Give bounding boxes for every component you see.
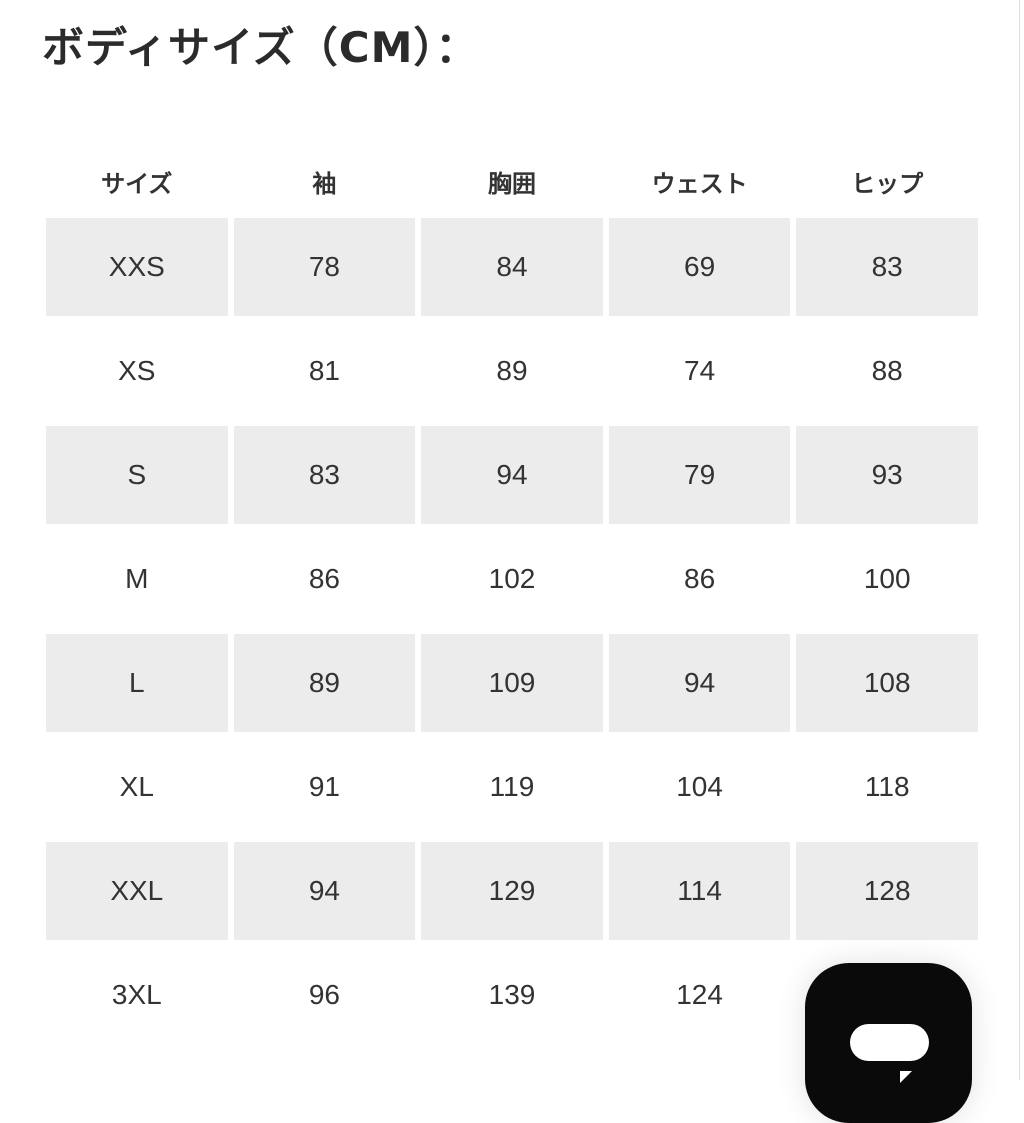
- cell-sleeve: 94: [233, 842, 416, 940]
- chat-bubble-icon: [850, 1024, 929, 1061]
- cell-sleeve: 81: [308, 355, 340, 386]
- header-waist: ウェスト: [651, 169, 748, 198]
- table-row: M 86 102 86 100: [46, 530, 978, 628]
- cell-size: XS: [118, 355, 156, 386]
- cell-waist: 114: [608, 842, 791, 940]
- cell-waist: 94: [608, 634, 791, 732]
- cell-chest: 84: [421, 218, 603, 316]
- table-row: XXS 78 84 69 83: [46, 218, 978, 316]
- page-edge-divider: [1019, 0, 1020, 1080]
- cell-hip: 88: [871, 355, 903, 386]
- cell-chest: 119: [489, 771, 535, 802]
- cell-size: M: [125, 563, 149, 594]
- cell-size: S: [46, 426, 228, 524]
- cell-sleeve: 78: [233, 218, 416, 316]
- header-hip: ヒップ: [851, 169, 924, 198]
- cell-hip: 100: [863, 563, 911, 594]
- cell-hip: 83: [796, 218, 978, 316]
- cell-chest: 129: [421, 842, 603, 940]
- header-sleeve: 袖: [312, 169, 337, 198]
- cell-waist: 74: [684, 355, 716, 386]
- cell-waist: 86: [684, 563, 716, 594]
- cell-waist: 124: [676, 979, 723, 1010]
- table-row: L 89 109 94 108: [46, 634, 978, 732]
- cell-sleeve: 96: [308, 979, 340, 1010]
- header-size: サイズ: [101, 169, 173, 198]
- cell-chest: 89: [496, 355, 528, 386]
- cell-chest: 109: [421, 634, 603, 732]
- cell-waist: 104: [676, 771, 723, 802]
- cell-hip: 128: [796, 842, 978, 940]
- cell-size: XXS: [46, 218, 228, 316]
- cell-sleeve: 89: [233, 634, 416, 732]
- cell-sleeve: 91: [308, 771, 340, 802]
- cell-hip: 108: [796, 634, 978, 732]
- cell-size: XXL: [46, 842, 228, 940]
- cell-hip: 118: [864, 771, 910, 802]
- chat-button[interactable]: [805, 963, 972, 1123]
- header-chest: 胸囲: [487, 169, 536, 198]
- cell-sleeve: 86: [308, 563, 340, 594]
- cell-chest: 94: [421, 426, 603, 524]
- cell-size: L: [46, 634, 228, 732]
- chat-bubble-tail-icon: [900, 1071, 912, 1083]
- page-title: ボディサイズ（CM）：: [42, 23, 479, 72]
- table-row: S 83 94 79 93: [46, 426, 978, 524]
- table-row: 3XL 96 139 124: [46, 946, 978, 1044]
- table-row: XXL 94 129 114 128: [46, 842, 978, 940]
- cell-chest: 102: [488, 563, 536, 594]
- cell-sleeve: 83: [233, 426, 416, 524]
- table-row: XL 91 119 104 118: [46, 738, 978, 836]
- cell-waist: 69: [608, 218, 791, 316]
- table-row: XS 81 89 74 88: [46, 322, 978, 420]
- cell-chest: 139: [488, 979, 536, 1010]
- size-table: サイズ 袖 胸囲 ウェスト ヒップ XXS 78 84 69 83 XS 81 89 74 88 S…: [46, 150, 978, 1044]
- cell-hip: 93: [796, 426, 978, 524]
- table-header: サイズ 袖 胸囲 ウェスト ヒップ: [46, 150, 978, 212]
- cell-waist: 79: [608, 426, 791, 524]
- cell-size: XL: [119, 771, 154, 802]
- cell-size: 3XL: [111, 979, 162, 1010]
